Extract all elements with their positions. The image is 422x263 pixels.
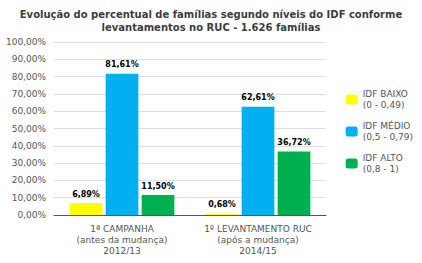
svg-text:70,00%: 70,00%	[12, 89, 47, 99]
svg-text:100,00%: 100,00%	[6, 37, 46, 47]
svg-text:IDF MÉDIO: IDF MÉDIO	[363, 120, 411, 131]
svg-text:40,00%: 40,00%	[12, 141, 47, 151]
svg-text:80,00%: 80,00%	[12, 72, 47, 82]
svg-text:2012/13: 2012/13	[103, 246, 140, 256]
svg-text:levantamentos no RUC - 1.626 f: levantamentos no RUC - 1.626 famílias	[102, 22, 321, 33]
svg-text:50,00%: 50,00%	[12, 124, 47, 134]
svg-text:(antes da mudança): (antes da mudança)	[77, 235, 168, 245]
svg-text:81,61%: 81,61%	[105, 60, 138, 69]
svg-text:(após a mudança): (após a mudança)	[217, 235, 299, 245]
svg-text:IDF ALTO: IDF ALTO	[363, 153, 403, 163]
svg-text:(0,8 - 1): (0,8 - 1)	[363, 164, 399, 174]
svg-text:30,00%: 30,00%	[12, 158, 47, 168]
svg-text:1º LEVANTAMENTO RUC: 1º LEVANTAMENTO RUC	[204, 224, 312, 234]
svg-text:2014/15: 2014/15	[239, 246, 276, 256]
svg-text:0,00%: 0,00%	[17, 210, 46, 220]
svg-text:0,68%: 0,68%	[208, 200, 236, 209]
svg-text:10,00%: 10,00%	[12, 193, 47, 203]
svg-text:60,00%: 60,00%	[12, 106, 47, 116]
svg-text:(0,5 - 0,79): (0,5 - 0,79)	[363, 132, 413, 142]
svg-text:(0 - 0,49): (0 - 0,49)	[363, 100, 405, 110]
svg-text:Evolução do percentual de famí: Evolução do percentual de famílias segun…	[20, 9, 403, 20]
svg-text:36,72%: 36,72%	[277, 138, 310, 147]
svg-text:1ª CAMPANHA: 1ª CAMPANHA	[90, 224, 155, 234]
svg-text:11,50%: 11,50%	[141, 182, 174, 191]
svg-text:90,00%: 90,00%	[12, 54, 47, 64]
svg-text:20,00%: 20,00%	[12, 175, 47, 185]
svg-text:62,61%: 62,61%	[241, 93, 274, 102]
svg-text:IDF BAIXO: IDF BAIXO	[363, 89, 408, 99]
svg-text:6,89%: 6,89%	[72, 190, 100, 199]
